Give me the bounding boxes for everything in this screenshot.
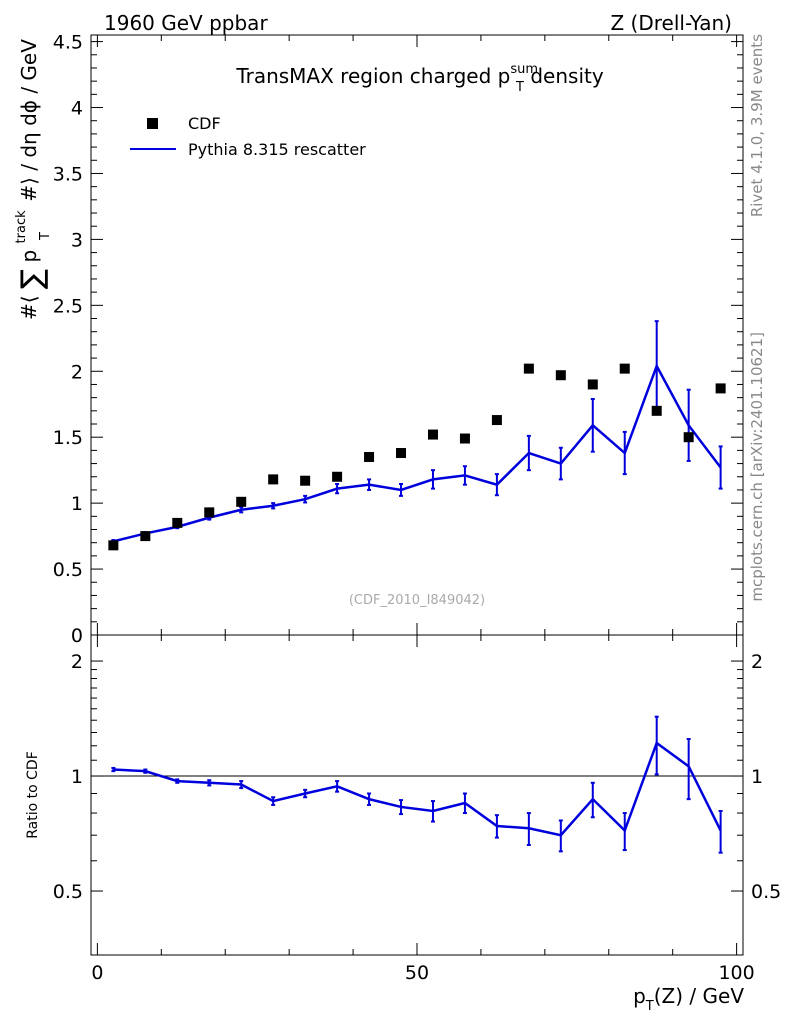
- pythia-line: [113, 362, 722, 543]
- main-y-axis-label: #⟨ ∑ p track T #⟩ / dη dϕ / GeV: [6, 39, 54, 320]
- mcplots-label: mcplots.cern.ch [arXiv:2401.10621]: [748, 332, 766, 602]
- cdf-data-point: [619, 363, 630, 374]
- cdf-series: [108, 363, 726, 551]
- ratio-y-axis: 0.5 0.5 1 1 2 2: [53, 651, 781, 903]
- ratio-y-tick-label: 1: [751, 766, 763, 788]
- cdf-data-point: [651, 405, 662, 416]
- cdf-data-point: [555, 370, 566, 381]
- x-axis: 0 50 100: [91, 35, 755, 984]
- y-tick-label: 4: [71, 98, 83, 120]
- x-tick-label: 0: [91, 962, 103, 984]
- header-right-label: Z (Drell-Yan): [610, 11, 732, 35]
- x-tick-label: 50: [405, 962, 429, 984]
- ratio-y-tick-label: 2: [751, 651, 763, 673]
- main-plot-title: TransMAX region charged psum T density: [235, 62, 604, 95]
- cdf-data-point: [523, 363, 534, 374]
- x-tick-label: 100: [718, 962, 754, 984]
- cdf-data-point: [715, 383, 726, 394]
- cdf-data-point: [364, 451, 375, 462]
- cdf-data-point: [204, 507, 215, 518]
- cdf-data-point: [140, 531, 151, 542]
- y-tick-label: 4.5: [53, 32, 83, 54]
- y-tick-label: 3: [71, 229, 83, 251]
- ratio-y-tick-label: 1: [71, 766, 83, 788]
- y-tick-label: 1: [71, 493, 83, 515]
- cdf-data-point: [491, 415, 502, 426]
- cdf-data-point: [396, 448, 407, 459]
- cdf-data-point: [427, 429, 438, 440]
- ratio-y-tick-label: 0.5: [751, 881, 781, 903]
- cdf-data-point: [587, 379, 598, 390]
- ratio-y-tick-label: 0.5: [53, 881, 83, 903]
- legend-cdf-marker: [147, 118, 158, 129]
- header-left-label: 1960 GeV ppbar: [104, 11, 268, 35]
- y-tick-label: 1.5: [53, 427, 83, 449]
- legend-pythia-label: Pythia 8.315 rescatter: [188, 140, 366, 159]
- x-axis-label: pT(Z) / GeV: [633, 984, 744, 1014]
- ratio-y-tick-label: 2: [71, 651, 83, 673]
- legend: CDF Pythia 8.315 rescatter: [130, 114, 366, 159]
- ratio-plot-frame: [90, 634, 744, 956]
- cdf-data-point: [332, 471, 343, 482]
- ratio-y-axis-label: Ratio to CDF: [25, 751, 41, 839]
- y-tick-label: 2.5: [53, 295, 83, 317]
- cdf-data-point: [683, 432, 694, 443]
- cdf-data-point: [300, 475, 311, 486]
- y-tick-label: 0: [71, 625, 83, 647]
- main-y-axis: 0 0.5 1 1.5 2 2.5 3 3.5 4 4.5: [53, 32, 743, 647]
- cdf-data-point: [108, 540, 119, 551]
- cdf-data-point: [172, 517, 183, 528]
- ratio-series: [111, 715, 723, 854]
- y-tick-label: 2: [71, 361, 83, 383]
- pythia-series: [111, 320, 723, 544]
- cdf-data-point: [459, 433, 470, 444]
- analysis-watermark: (CDF_2010_I849042): [349, 593, 485, 608]
- ratio-line: [113, 741, 722, 837]
- svg-text:#⟨ ∑ p track: #⟨ ∑ p track T #⟩ / dη dϕ / GeV: [6, 39, 54, 320]
- rivet-version-label: Rivet 4.1.0, 3.9M events: [748, 34, 766, 217]
- y-tick-label: 3.5: [53, 163, 83, 185]
- y-tick-label: 0.5: [53, 559, 83, 581]
- cdf-data-point: [268, 474, 279, 485]
- cdf-data-point: [236, 496, 247, 507]
- legend-cdf-label: CDF: [188, 114, 221, 133]
